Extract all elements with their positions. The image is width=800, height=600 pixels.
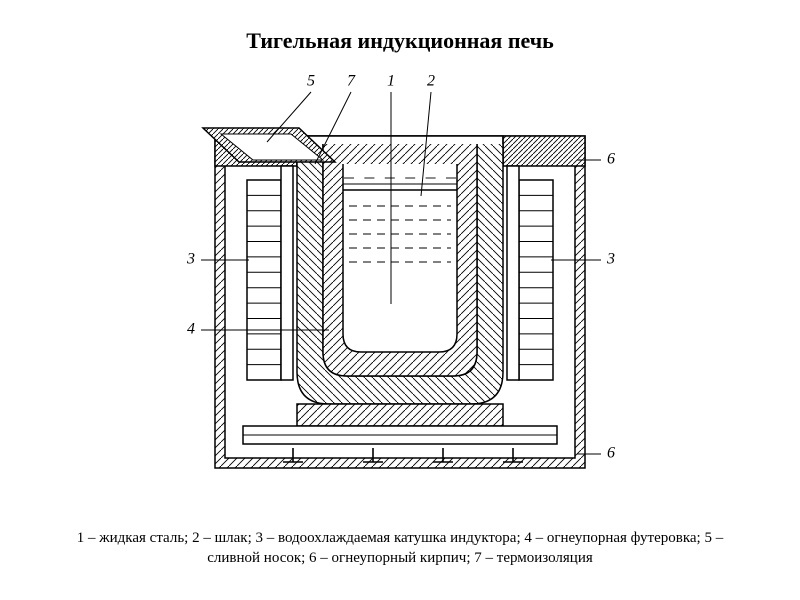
- svg-text:7: 7: [347, 74, 356, 90]
- svg-text:2: 2: [427, 74, 435, 90]
- svg-text:3: 3: [606, 251, 615, 268]
- svg-text:5: 5: [307, 74, 315, 90]
- svg-text:6: 6: [607, 445, 615, 462]
- svg-text:6: 6: [607, 151, 615, 168]
- svg-text:1: 1: [387, 74, 395, 90]
- legend-caption: 1 – жидкая сталь; 2 – шлак; 3 – водоохла…: [60, 528, 740, 569]
- page-title: Тигельная индукционная печь: [0, 28, 800, 54]
- diagram: 5 7 1 2 3 4 6 3 6: [173, 74, 627, 484]
- svg-text:3: 3: [186, 251, 195, 268]
- furnace-svg: 5 7 1 2 3 4 6 3 6: [173, 74, 627, 484]
- svg-text:4: 4: [187, 321, 195, 338]
